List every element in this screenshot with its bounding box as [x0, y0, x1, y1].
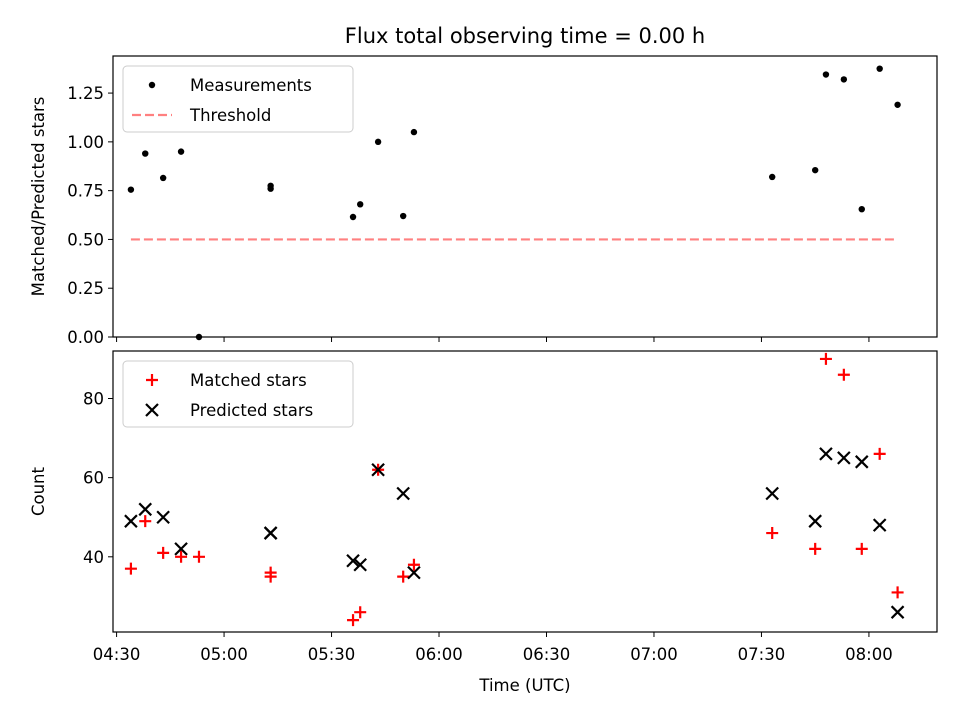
ratio-y-axis: 0.00 0.25 0.50 0.75 1.00 1.25 [67, 84, 113, 347]
x-tick-label: 07:30 [738, 645, 786, 664]
ratio-y-axis-label: Matched/Predicted stars [29, 97, 48, 297]
ratio-legend: Measurements Threshold [122, 65, 354, 133]
legend-dot-marker [148, 81, 156, 89]
predicted-star-point [138, 502, 153, 517]
predicted-star-point [872, 518, 887, 532]
ratio-x-axis [116, 337, 870, 342]
ratio-y-tick-label: 0.25 [67, 279, 104, 298]
matched-star-point [891, 586, 904, 599]
count-plot-frame [112, 350, 938, 633]
ratio-y-tick-label: 0.75 [67, 182, 104, 201]
predicted-star-point [407, 565, 421, 580]
measurement-point [267, 182, 274, 189]
matched-star-point [407, 558, 420, 571]
count-y-tick-label: 40 [83, 548, 104, 567]
ratio-legend-label: Measurements [190, 76, 312, 95]
ratio-legend-box [122, 65, 354, 133]
matched-star-point [855, 542, 868, 555]
legend-x-marker [145, 403, 159, 417]
count-legend-box [122, 360, 354, 428]
measurement-point [159, 174, 167, 182]
x-tick-label: 08:00 [845, 645, 893, 664]
matched-star-point [175, 550, 188, 563]
x-tick-label: 04:30 [93, 645, 141, 664]
measurement-point [127, 186, 135, 193]
measurement-point [399, 212, 407, 220]
count-y-tick-label: 60 [83, 469, 104, 488]
measurement-point [876, 65, 883, 72]
measurement-point [811, 166, 819, 174]
ratio-legend-label: Threshold [189, 106, 271, 125]
predicted-star-point [396, 486, 410, 501]
matched-star-point [347, 614, 360, 627]
ratio-y-tick-label: 0.50 [67, 230, 104, 249]
matched-star-point [837, 368, 850, 381]
predicted-star-point [156, 510, 170, 525]
legend-plus-marker [146, 374, 158, 386]
x-tick-label: 05:30 [308, 645, 356, 664]
x-tick-label: 05:00 [200, 645, 248, 664]
predicted-star-point [819, 447, 833, 461]
x-tick-label: 06:00 [415, 645, 463, 664]
predicted-star-point [263, 526, 278, 540]
ratio-plot-frame [112, 55, 938, 338]
measurement-point [195, 333, 203, 341]
predicted-star-point [890, 605, 905, 619]
chart-title: Flux total observing time = 0.00 h [345, 24, 705, 48]
ratio-y-tick-label: 0.00 [67, 328, 104, 347]
count-y-tick-label: 80 [83, 389, 104, 408]
x-tick-label: 06:30 [523, 645, 571, 664]
count-legend-label: Matched stars [190, 371, 307, 390]
ratio-y-tick-label: 1.25 [67, 84, 104, 103]
matched-star-point [397, 570, 410, 583]
measurement-point [357, 201, 364, 208]
predicted-star-point [346, 553, 360, 568]
count-x-axis: 04:30 05:00 05:30 06:00 06:30 07:00 07:30 08:00 [93, 632, 893, 664]
measurement-point [374, 138, 382, 146]
count-marks [124, 352, 905, 627]
predicted-star-point [765, 486, 779, 501]
measurement-point [840, 76, 848, 83]
matched-star-point [819, 352, 832, 365]
matched-star-point [264, 566, 277, 579]
predicted-star-point [353, 557, 367, 572]
measurement-point [410, 128, 418, 136]
matched-star-point [124, 562, 137, 575]
count-panel: 40 60 80 04:30 05:00 05:30 06:00 06:30 07:00 07:… [29, 350, 938, 664]
count-y-axis-label: Count [29, 466, 48, 516]
measurement-point [894, 101, 901, 108]
x-tick-label: 07:00 [630, 645, 678, 664]
predicted-star-point [837, 451, 851, 465]
measurement-point [858, 205, 865, 213]
matched-star-point [766, 527, 779, 540]
predicted-star-point [124, 514, 138, 528]
measurement-point [142, 150, 149, 157]
ratio-marks [127, 65, 901, 341]
predicted-star-point [371, 462, 385, 477]
matched-star-point [192, 550, 205, 563]
measurement-point [177, 148, 185, 155]
ratio-y-tick-label: 1.00 [67, 133, 104, 152]
matched-star-point [354, 606, 367, 619]
x-axis-label: Time (UTC) [478, 676, 570, 695]
measurement-point [769, 173, 776, 181]
count-legend-label: Predicted stars [190, 401, 313, 420]
measurement-point [822, 71, 830, 78]
count-legend: Matched stars Predicted stars [122, 360, 354, 428]
count-y-axis: 40 60 80 [83, 389, 113, 567]
ratio-panel: 0.00 0.25 0.50 0.75 1.00 1.25 Matched/Predict… [29, 55, 938, 347]
predicted-star-point [854, 455, 869, 469]
predicted-star-point [174, 542, 188, 556]
matched-star-point [139, 515, 152, 528]
matched-star-point [157, 546, 170, 559]
measurement-point [349, 213, 357, 221]
matched-star-point [873, 447, 886, 460]
matched-star-point [809, 542, 822, 555]
predicted-star-point [808, 514, 822, 528]
